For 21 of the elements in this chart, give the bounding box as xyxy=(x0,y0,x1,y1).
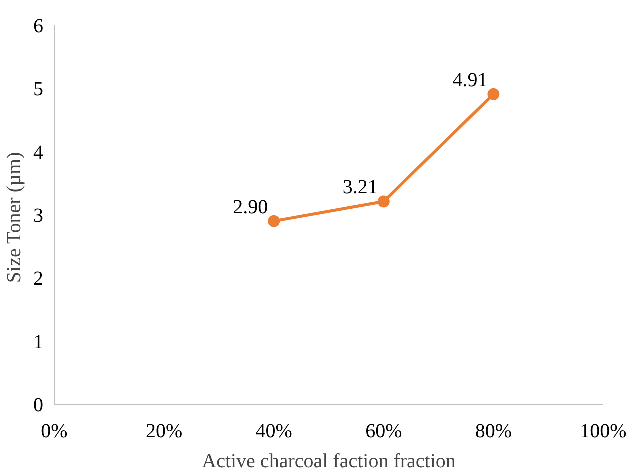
x-tick-label: 0% xyxy=(41,420,68,442)
y-tick-label: 4 xyxy=(34,142,44,164)
point xyxy=(378,196,390,208)
x-axis-title: Active charcoal faction fraction xyxy=(202,450,456,472)
y-tick-label: 5 xyxy=(34,78,44,101)
data-label: 4.91 xyxy=(452,69,488,92)
x-tick-label: 40% xyxy=(256,420,292,442)
y-tick-label: 0 xyxy=(34,394,44,416)
x-tick-label: 100% xyxy=(580,420,627,442)
data-label: 2.90 xyxy=(233,196,268,218)
y-tick-label: 3 xyxy=(34,205,44,227)
y-tick-label: 2 xyxy=(34,268,44,290)
x-tick-label: 60% xyxy=(366,420,402,442)
y-tick-label: 1 xyxy=(34,331,44,354)
x-tick-label: 80% xyxy=(475,420,512,442)
y-axis-title: Size Toner (µm) xyxy=(4,152,26,284)
point xyxy=(268,215,280,228)
data-label: 3.21 xyxy=(342,176,378,199)
y-tick-label: 6 xyxy=(34,16,44,38)
x-tick-label: 20% xyxy=(146,420,183,442)
point xyxy=(488,88,500,100)
